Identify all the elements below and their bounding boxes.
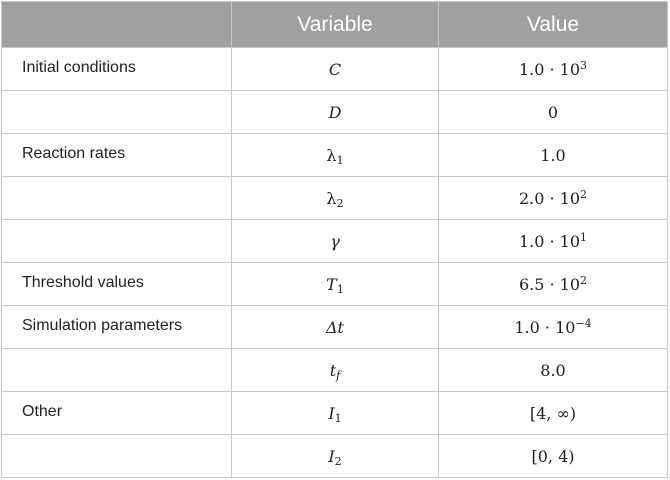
- variable-cell: λ1: [231, 133, 439, 177]
- table-row: λ2 2.0 · 102: [1, 176, 668, 220]
- value-base: [0, 4): [531, 446, 575, 466]
- value-base: 1.0 · 10: [518, 231, 581, 251]
- value-base: 1.0 · 10: [518, 59, 581, 79]
- variable-symbol: λ: [326, 188, 337, 208]
- table-row: Threshold values T1 6.5 · 102: [1, 262, 668, 306]
- table-row: Initial conditions C 1.0 · 103: [1, 47, 668, 91]
- variable-cell: D: [231, 90, 439, 134]
- variable-cell: C: [231, 47, 439, 91]
- variable-symbol: Δt: [326, 317, 344, 337]
- category-cell: Other: [1, 391, 232, 435]
- category-cell: Simulation parameters: [1, 305, 232, 349]
- variable-cell: T1: [231, 262, 439, 306]
- header-row: Variable Value: [1, 1, 668, 48]
- category-cell: Initial conditions: [1, 47, 232, 91]
- value-cell: 0: [438, 90, 668, 134]
- table-row: D 0: [1, 90, 668, 134]
- variable-cell: I2: [231, 434, 439, 478]
- variable-cell: I1: [231, 391, 439, 435]
- header-category: [1, 1, 232, 48]
- category-cell: [1, 434, 232, 478]
- variable-symbol: λ: [326, 145, 337, 165]
- variable-subscript: 1: [336, 153, 344, 167]
- variable-subscript: 2: [336, 196, 344, 210]
- variable-cell: Δt: [231, 305, 439, 349]
- value-cell: [4, ∞): [438, 391, 668, 435]
- category-cell: Reaction rates: [1, 133, 232, 177]
- value-cell: 6.5 · 102: [438, 262, 668, 306]
- table-row: Reaction rates λ1 1.0: [1, 133, 668, 177]
- variable-symbol: t: [329, 360, 337, 380]
- variable-cell: λ2: [231, 176, 439, 220]
- variable-symbol: D: [328, 102, 342, 122]
- category-cell: [1, 90, 232, 134]
- variable-symbol: γ: [330, 231, 340, 251]
- value-base: 2.0 · 10: [518, 188, 581, 208]
- variable-cell: tf: [231, 348, 439, 392]
- table-row: γ 1.0 · 101: [1, 219, 668, 263]
- category-cell: [1, 176, 232, 220]
- value-base: [4, ∞): [529, 403, 577, 423]
- value-cell: 1.0 · 10−4: [438, 305, 668, 349]
- value-cell: 2.0 · 102: [438, 176, 668, 220]
- value-base: 0: [547, 102, 559, 122]
- value-cell: 8.0: [438, 348, 668, 392]
- variable-symbol: I: [328, 446, 335, 466]
- value-cell: 1.0 · 103: [438, 47, 668, 91]
- table-body: Initial conditions C 1.0 · 103 D 0 React…: [1, 47, 668, 478]
- category-cell: Threshold values: [1, 262, 232, 306]
- value-exponent: −4: [575, 316, 592, 330]
- value-base: 6.5 · 10: [518, 274, 581, 294]
- value-cell: [0, 4): [438, 434, 668, 478]
- category-cell: [1, 219, 232, 263]
- variable-subscript: 2: [334, 454, 342, 468]
- category-cell: [1, 348, 232, 392]
- variable-subscript: f: [336, 368, 341, 382]
- value-exponent: 1: [580, 230, 588, 244]
- variable-subscript: 1: [334, 411, 342, 425]
- variable-symbol: T: [326, 274, 337, 294]
- table-row: I2 [0, 4): [1, 434, 668, 478]
- variable-cell: γ: [231, 219, 439, 263]
- variable-symbol: I: [328, 403, 335, 423]
- value-cell: 1.0 · 101: [438, 219, 668, 263]
- variable-subscript: 1: [336, 282, 344, 296]
- value-cell: 1.0: [438, 133, 668, 177]
- value-base: 1.0: [540, 145, 566, 165]
- value-exponent: 2: [580, 187, 588, 201]
- header-variable: Variable: [231, 1, 439, 48]
- value-base: 8.0: [540, 360, 566, 380]
- table-row: Other I1 [4, ∞): [1, 391, 668, 435]
- header-value: Value: [438, 1, 668, 48]
- variable-symbol: C: [328, 59, 342, 79]
- value-exponent: 2: [580, 273, 588, 287]
- value-base: 1.0 · 10: [514, 317, 576, 337]
- table-row: Simulation parameters Δt 1.0 · 10−4: [1, 305, 668, 349]
- value-exponent: 3: [580, 58, 588, 72]
- table-row: tf 8.0: [1, 348, 668, 392]
